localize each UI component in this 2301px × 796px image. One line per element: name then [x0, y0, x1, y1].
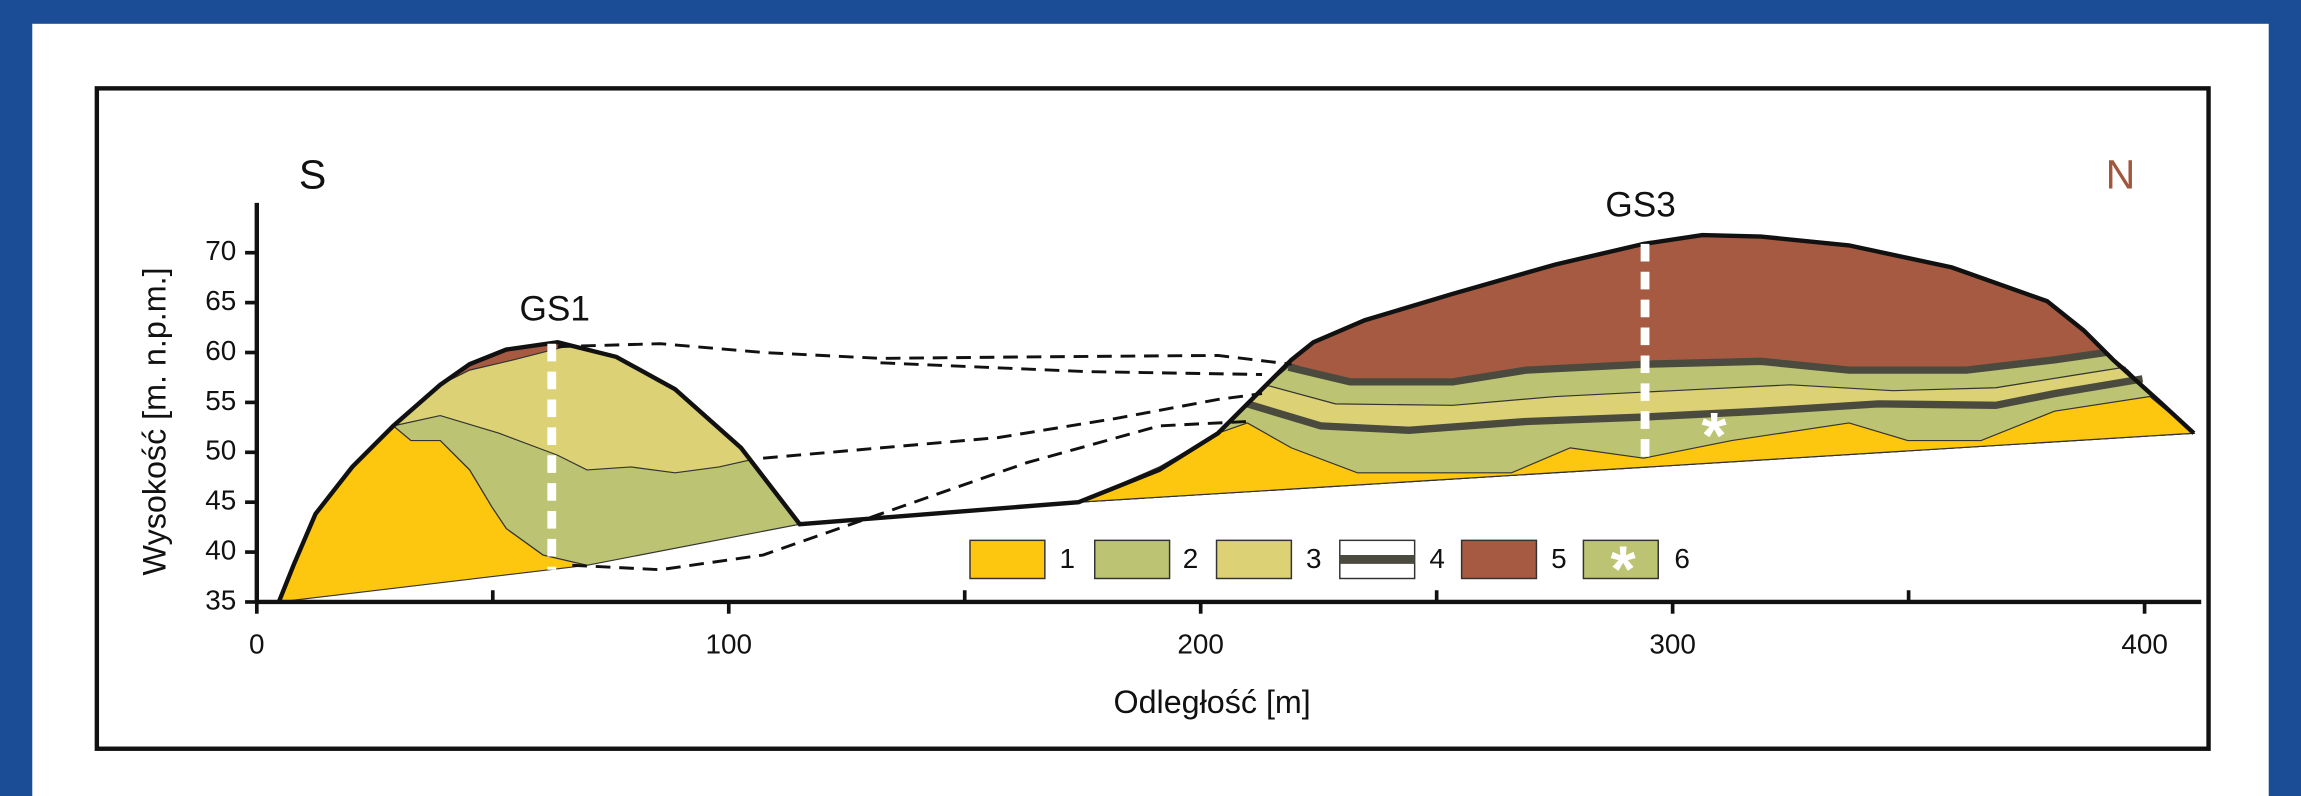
x-tick-label: 300 [1649, 628, 1696, 659]
legend-label: 1 [1060, 543, 1076, 574]
south-label: S [299, 152, 326, 198]
borehole-label: GS1 [519, 290, 589, 329]
legend-label: 2 [1183, 543, 1199, 574]
page: * S N GS1 GS3 Wysokość [m. n.p.m.] Odleg… [0, 0, 2301, 796]
legend-label: 5 [1551, 543, 1567, 574]
y-axis-label: Wysokość [m. n.p.m.] [137, 267, 173, 575]
legend-label: 4 [1429, 543, 1445, 574]
figure: * S N GS1 GS3 Wysokość [m. n.p.m.] Odleg… [0, 0, 2301, 796]
y-tick-label: 40 [205, 534, 236, 565]
legend-swatch [1462, 540, 1537, 578]
legend-swatch [970, 540, 1045, 578]
x-tick-label: 200 [1177, 628, 1224, 659]
sample-marker: * [1701, 400, 1727, 472]
y-tick-label: 45 [205, 485, 236, 516]
x-tick-label: 400 [2121, 628, 2168, 659]
north-label: N [2106, 152, 2136, 198]
borehole-label: GS3 [1605, 186, 1675, 225]
y-tick-label: 70 [205, 235, 236, 266]
y-tick-label: 35 [205, 584, 236, 615]
x-tick-label: 0 [249, 628, 265, 659]
y-tick-label: 50 [205, 435, 236, 466]
legend-label: 3 [1306, 543, 1322, 574]
y-tick-label: 60 [205, 335, 236, 366]
legend-swatch [1095, 540, 1170, 578]
x-axis-label: Odległość [m] [1114, 684, 1311, 720]
legend-label: 6 [1674, 543, 1690, 574]
legend-swatch [1217, 540, 1292, 578]
legend-asterisk: * [1610, 534, 1636, 606]
y-tick-label: 65 [205, 285, 236, 316]
x-tick-label: 100 [705, 628, 752, 659]
y-tick-label: 55 [205, 385, 236, 416]
